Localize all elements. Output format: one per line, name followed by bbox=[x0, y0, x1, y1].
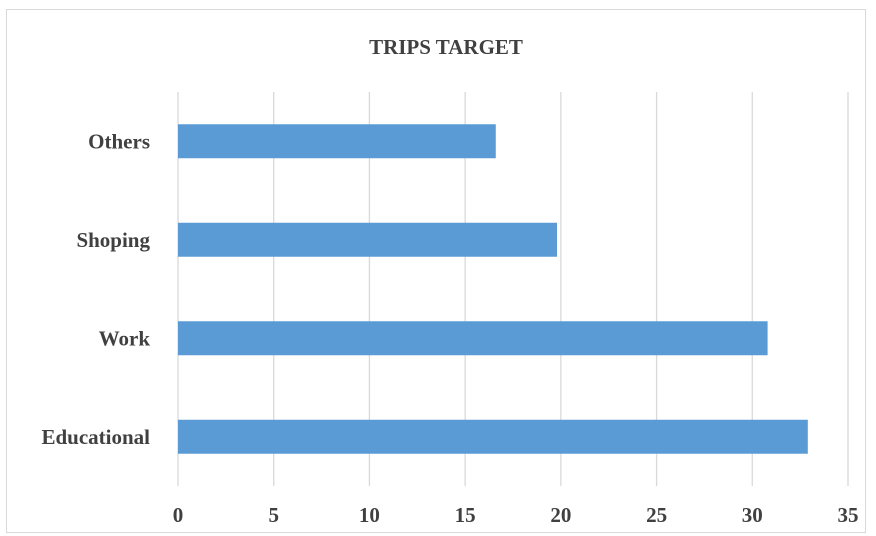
bar-shoping bbox=[178, 222, 558, 257]
x-tick-label-0: 0 bbox=[173, 503, 184, 527]
x-tick-label-10: 10 bbox=[359, 503, 380, 527]
chart-title: TRIPS TARGET bbox=[369, 35, 523, 59]
bar-educational bbox=[178, 419, 808, 454]
category-labels: Educational Work Shoping Others bbox=[41, 129, 150, 449]
x-tick-label-15: 15 bbox=[455, 503, 476, 527]
x-tick-label-30: 30 bbox=[742, 503, 763, 527]
x-tick-label-35: 35 bbox=[838, 503, 859, 527]
x-tick-label-20: 20 bbox=[550, 503, 571, 527]
bars bbox=[178, 124, 808, 454]
x-tick-label-5: 5 bbox=[268, 503, 279, 527]
x-tick-label-25: 25 bbox=[646, 503, 667, 527]
category-label-work: Work bbox=[99, 326, 151, 350]
x-axis-tick-labels: 0 5 10 15 20 25 30 35 bbox=[173, 503, 859, 527]
bar-work bbox=[178, 321, 768, 356]
category-label-others: Others bbox=[88, 129, 150, 153]
bar-others bbox=[178, 124, 496, 159]
category-label-educational: Educational bbox=[41, 425, 150, 449]
category-label-shoping: Shoping bbox=[76, 228, 150, 252]
